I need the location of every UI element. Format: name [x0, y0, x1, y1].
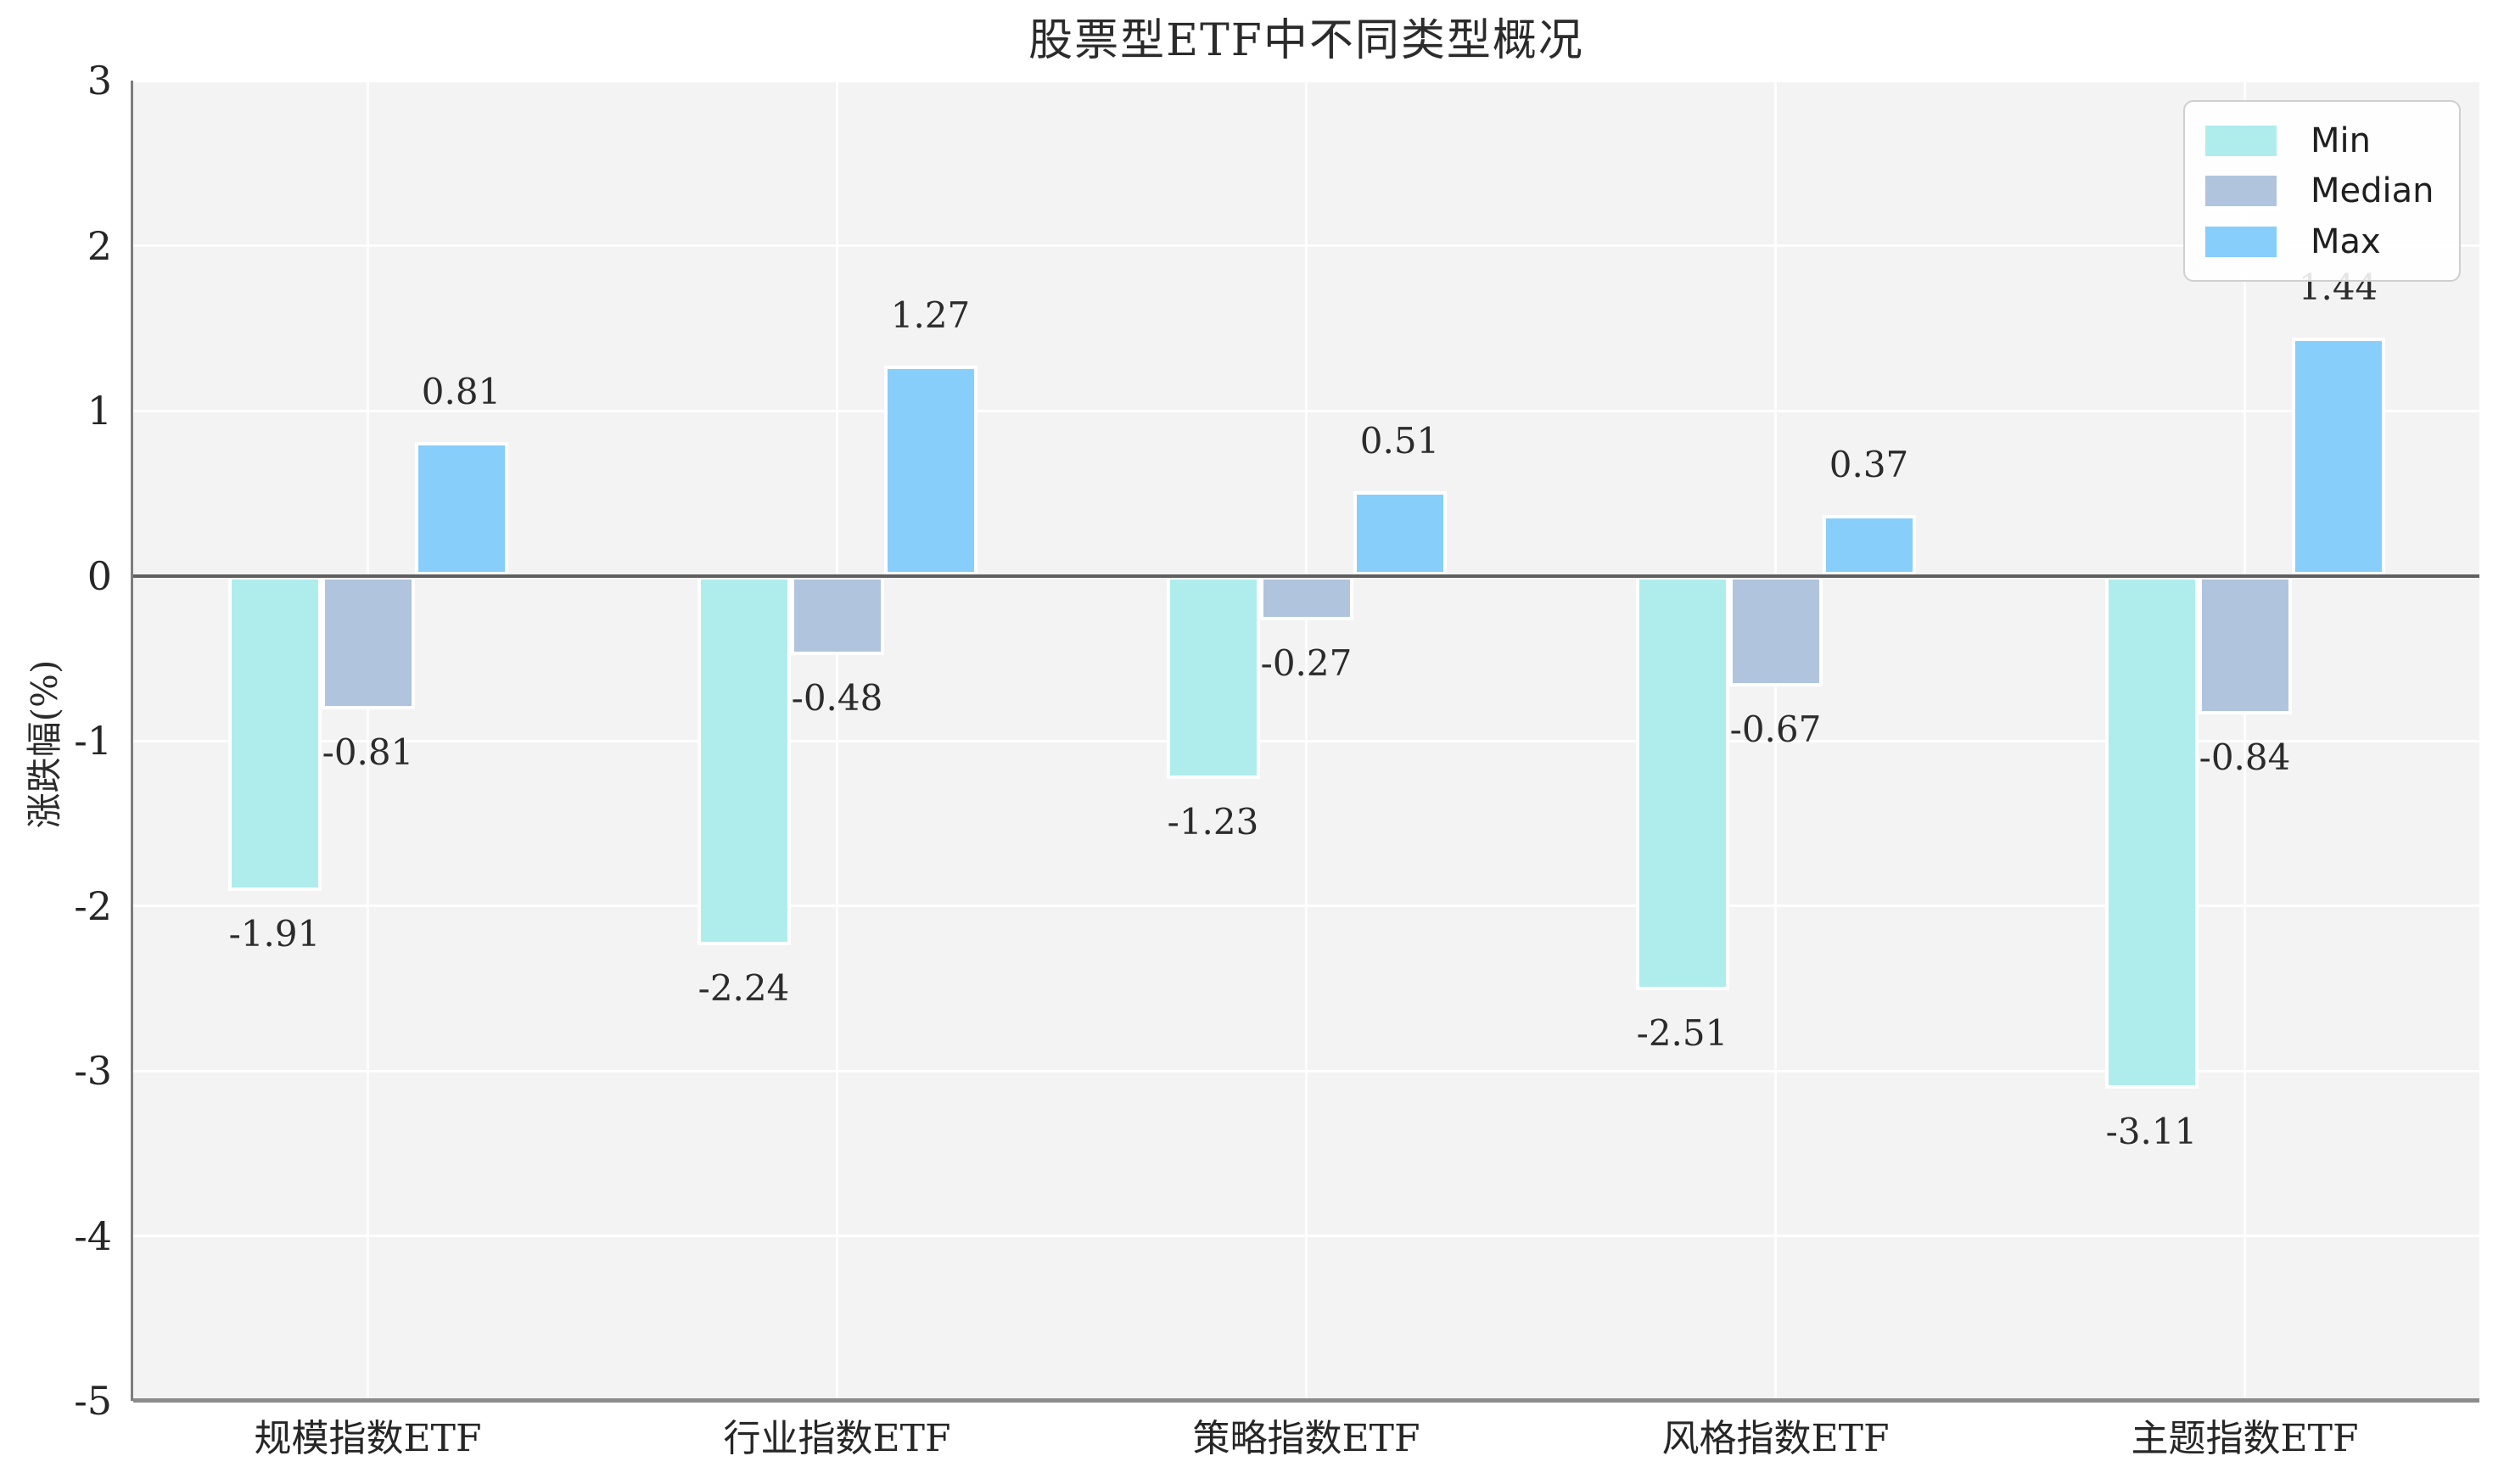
- bar-value-label-median-4: -0.67: [1729, 708, 1822, 750]
- bar-max-1: [414, 441, 508, 576]
- y-tick-label-0: 0: [87, 552, 112, 599]
- x-axis-spine: [133, 1398, 2479, 1403]
- legend-swatch-max: [2202, 222, 2280, 260]
- legend-swatch-min: [2202, 121, 2280, 160]
- legend-item-median: Median: [2202, 171, 2442, 211]
- bar-value-label-max-2: 1.27: [890, 294, 971, 337]
- legend-item-min: Min: [2202, 120, 2442, 161]
- legend-swatch-median: [2202, 172, 2280, 210]
- bar-value-label-min-4: -2.51: [1636, 1011, 1728, 1054]
- bar-value-label-min-2: -2.24: [697, 967, 790, 1010]
- legend-item-max: Max: [2202, 221, 2442, 262]
- x-tick-label-2: 行业指数ETF: [723, 1417, 951, 1460]
- legend-label-max: Max: [2311, 221, 2381, 261]
- y-axis-spine: [131, 81, 133, 1401]
- bar-value-label-median-5: -0.84: [2199, 736, 2291, 778]
- bar-max-4: [1822, 514, 1916, 576]
- y-tick-label--2: -2: [74, 882, 112, 929]
- bar-median-3: [1259, 575, 1353, 620]
- bar-min-5: [2104, 575, 2199, 1089]
- x-tick-label-1: 规模指数ETF: [254, 1417, 482, 1460]
- bar-value-label-min-5: -3.11: [2105, 1111, 2198, 1153]
- x-tick-label-5: 主题指数ETF: [2131, 1417, 2359, 1460]
- gridline-x-3: [1305, 81, 1308, 1401]
- zero-line: [133, 574, 2479, 578]
- y-tick-label-1: 1: [87, 388, 112, 434]
- bar-max-2: [883, 366, 978, 576]
- bar-max-5: [2291, 338, 2385, 576]
- bar-median-1: [321, 575, 415, 710]
- chart-title: 股票型ETF中不同类型概况: [1028, 15, 1584, 66]
- gridline-x-5: [2244, 81, 2246, 1401]
- y-tick-label--5: -5: [74, 1378, 112, 1424]
- gridline-x-2: [836, 81, 838, 1401]
- legend-label-median: Median: [2311, 171, 2434, 210]
- bar-value-label-max-3: 0.51: [1359, 420, 1440, 462]
- legend-label-min: Min: [2311, 120, 2371, 160]
- bar-median-2: [790, 575, 884, 655]
- bar-value-label-min-1: -1.91: [228, 912, 321, 955]
- bar-value-label-min-3: -1.23: [1167, 800, 1259, 843]
- bar-min-4: [1635, 575, 1729, 990]
- bar-value-label-median-2: -0.48: [791, 676, 883, 719]
- x-tick-label-4: 风格指数ETF: [1661, 1417, 1890, 1460]
- bar-median-5: [2198, 575, 2292, 714]
- y-tick-label--3: -3: [74, 1048, 112, 1094]
- bar-min-1: [227, 575, 322, 891]
- y-tick-label-2: 2: [87, 222, 112, 269]
- bar-value-label-median-3: -0.27: [1260, 642, 1353, 684]
- plot-area: -1.91 -2.24 -1.23 -2.51 -3.11 -0.81 -0.48 -0.27…: [133, 79, 2479, 1403]
- bar-median-4: [1728, 575, 1823, 686]
- bar-value-label-median-1: -0.81: [322, 731, 414, 774]
- legend: Min Median Max: [2183, 100, 2461, 282]
- gridline-x-4: [1774, 81, 1777, 1401]
- y-tick-label--4: -4: [74, 1212, 112, 1259]
- bar-min-3: [1166, 575, 1260, 779]
- bar-value-label-max-1: 0.81: [421, 370, 501, 412]
- y-tick-label-3: 3: [87, 58, 112, 104]
- y-tick-label--1: -1: [74, 718, 112, 764]
- bar-max-3: [1353, 491, 1447, 576]
- bar-min-2: [697, 575, 791, 946]
- bar-value-label-max-4: 0.37: [1829, 443, 1909, 485]
- x-tick-label-3: 策略指数ETF: [1192, 1417, 1420, 1460]
- gridline-x-1: [367, 81, 369, 1401]
